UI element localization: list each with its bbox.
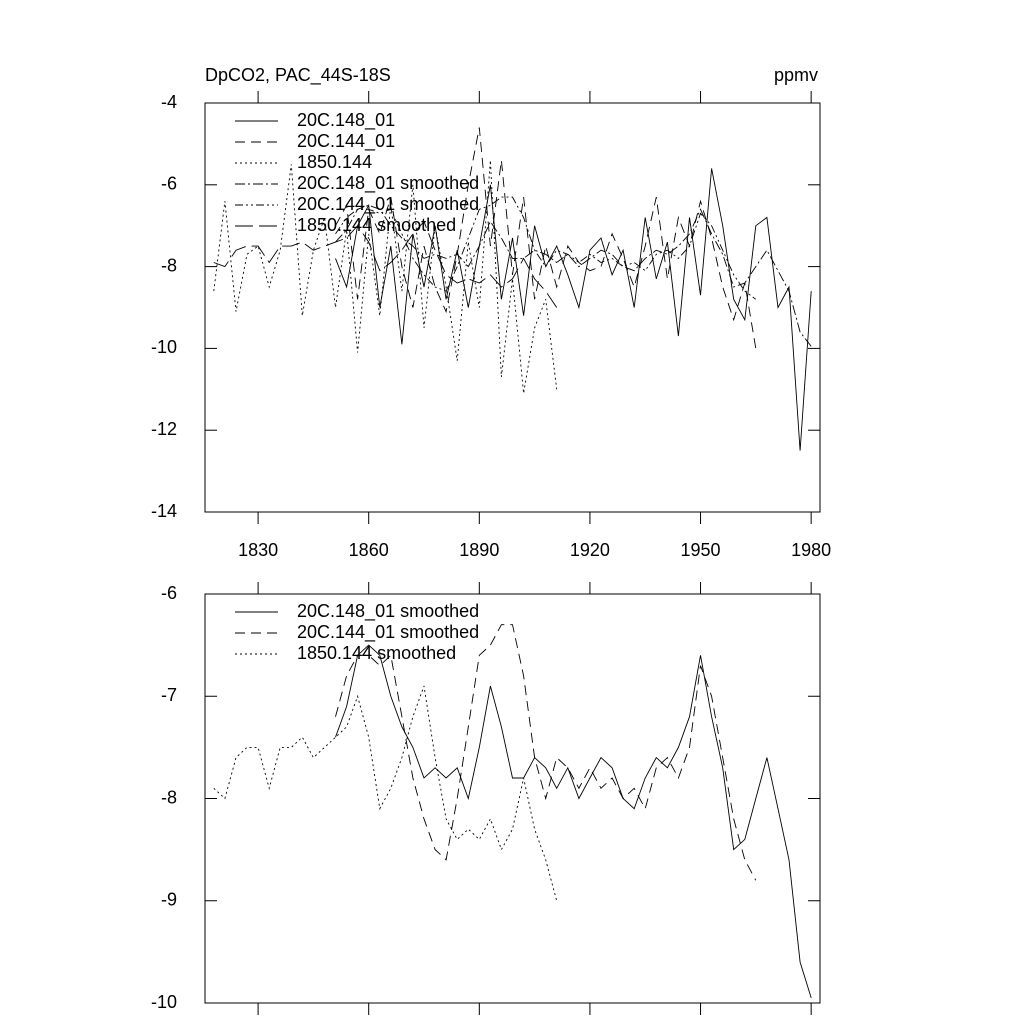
- data-line: [335, 644, 812, 999]
- units-label: ppmv: [774, 65, 818, 85]
- data-line: [335, 196, 757, 300]
- data-line: [213, 220, 558, 308]
- y-tick-label: -7: [161, 685, 177, 705]
- plot-frame: [204, 102, 821, 513]
- y-tick-label: -6: [161, 174, 177, 194]
- data-line: [213, 685, 558, 901]
- y-tick-label: -9: [161, 890, 177, 910]
- y-tick-label: -10: [151, 992, 177, 1012]
- legend-label: 20C.144_01 smoothed: [297, 194, 479, 215]
- y-tick-label: -12: [151, 419, 177, 439]
- legend-label: 1850.144: [297, 152, 372, 172]
- x-tick-label: 1950: [681, 540, 721, 560]
- x-tick-label: 1980: [791, 540, 831, 560]
- legend-label: 20C.148_01: [297, 110, 395, 131]
- legend-label: 1850.144 smoothed: [297, 215, 456, 235]
- x-tick-label: 1920: [570, 540, 610, 560]
- legend-label: 20C.148_01 smoothed: [297, 173, 479, 194]
- data-line: [335, 624, 757, 881]
- y-tick-label: -14: [151, 501, 177, 521]
- data-line: [335, 168, 812, 451]
- x-tick-label: 1890: [459, 540, 499, 560]
- y-tick-label: -8: [161, 787, 177, 807]
- x-tick-label: 1860: [349, 540, 389, 560]
- data-line: [335, 204, 812, 347]
- x-tick-label: 1830: [238, 540, 278, 560]
- y-tick-label: -4: [161, 92, 177, 112]
- chart-title: DpCO2, PAC_44S-18S: [205, 65, 391, 86]
- y-tick-label: -10: [151, 337, 177, 357]
- data-line: [335, 127, 757, 349]
- legend-label: 1850.144 smoothed: [297, 643, 456, 663]
- legend-label: 20C.148_01 smoothed: [297, 601, 479, 622]
- y-tick-label: -8: [161, 255, 177, 275]
- legend-label: 20C.144_01: [297, 131, 395, 152]
- y-tick-label: -6: [161, 583, 177, 603]
- legend-label: 20C.144_01 smoothed: [297, 622, 479, 643]
